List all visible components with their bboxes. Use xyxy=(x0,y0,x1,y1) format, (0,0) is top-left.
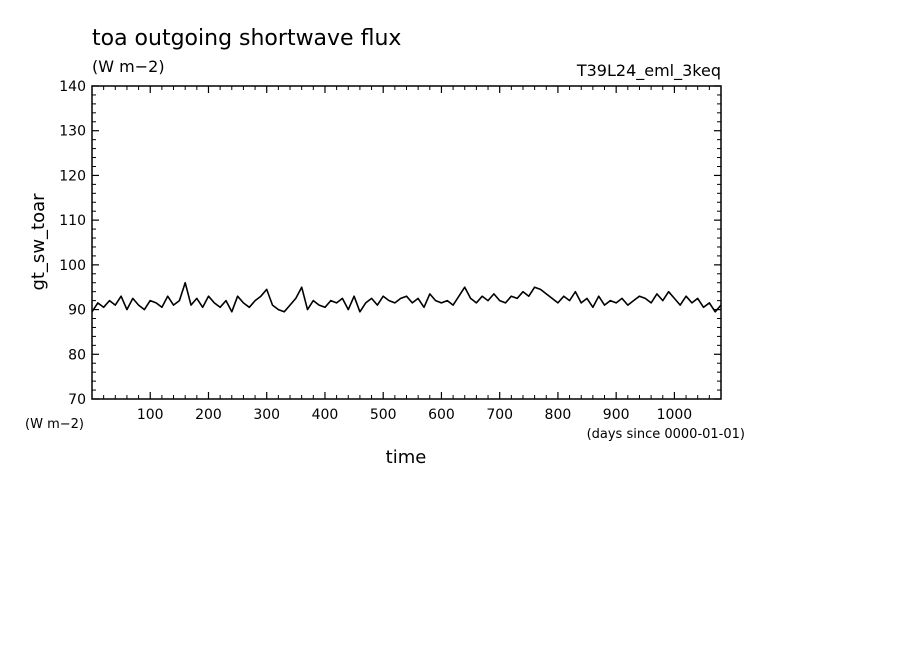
units-label: (W m−2) xyxy=(92,57,165,76)
series-layer xyxy=(91,281,722,313)
y-tick-label: 110 xyxy=(59,213,86,229)
x-tick-label: 900 xyxy=(603,407,630,423)
y-tick-label: 100 xyxy=(59,258,86,274)
x-tick-label: 600 xyxy=(428,407,455,423)
series-line xyxy=(91,281,722,313)
y-axis-label: gt_sw_toar xyxy=(28,193,49,291)
x-tick-label: 800 xyxy=(545,407,572,423)
run-label: T39L24_eml_3keq xyxy=(576,61,721,81)
y-tick-label: 80 xyxy=(68,347,86,363)
y-axis-ticks: 70 80 90 100 110 120 130 140 xyxy=(59,79,721,408)
y-tick-label: 90 xyxy=(68,303,86,319)
x-tick-label: 200 xyxy=(195,407,222,423)
x-axis-label: time xyxy=(386,447,427,468)
y-tick-label: 120 xyxy=(59,168,86,184)
plot-frame xyxy=(91,85,722,400)
chart-title: toa outgoing shortwave flux xyxy=(92,26,401,51)
x-tick-label: 400 xyxy=(312,407,339,423)
x-tick-label: 700 xyxy=(486,407,513,423)
y-tick-label: 70 xyxy=(68,392,86,408)
x-tick-label: 1000 xyxy=(657,407,693,423)
x-axis-ticks: 100 200 300 400 500 600 700 800 900 1000 xyxy=(137,86,692,423)
y-tick-label: 130 xyxy=(59,124,86,140)
x-tick-label: 500 xyxy=(370,407,397,423)
x-tick-label: 100 xyxy=(137,407,164,423)
x-unit-label: (days since 0000-01-01) xyxy=(587,427,745,442)
y-tick-label: 140 xyxy=(59,79,86,95)
minor-ticks xyxy=(92,86,721,399)
x-tick-label: 300 xyxy=(253,407,280,423)
y-unit-label: (W m−2) xyxy=(25,417,84,432)
